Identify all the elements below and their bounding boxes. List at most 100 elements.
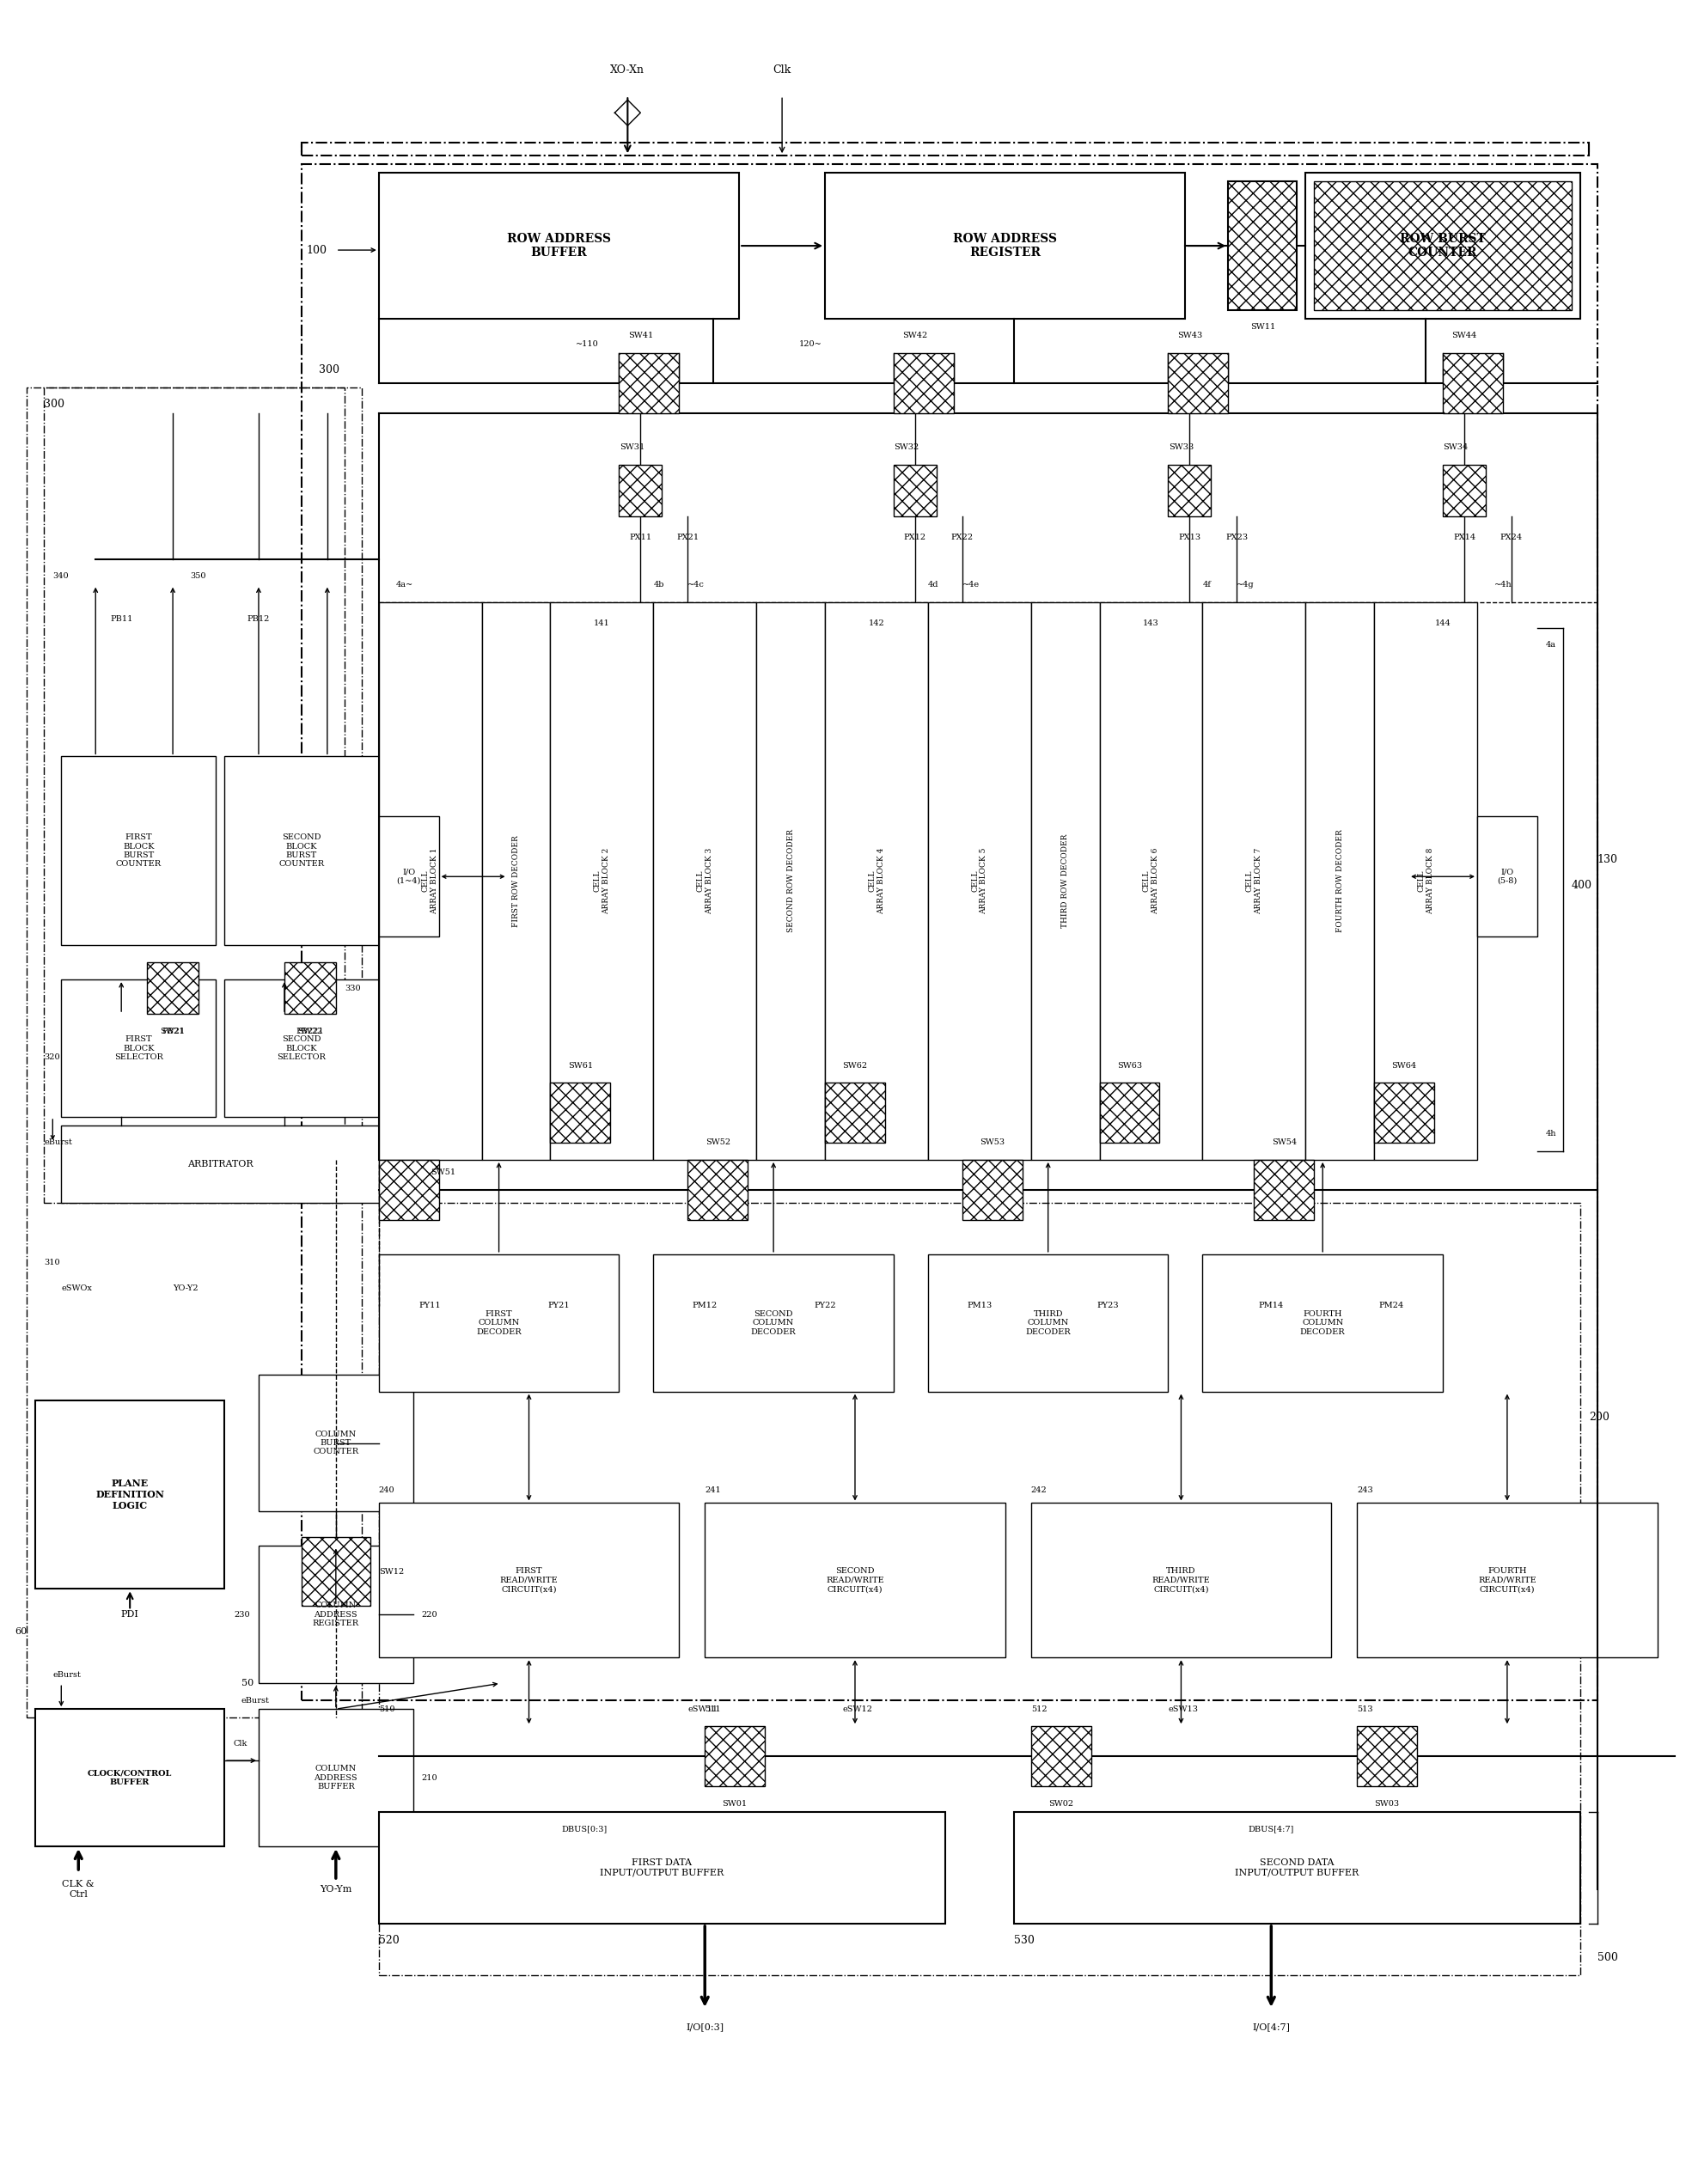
Text: PY22: PY22 xyxy=(814,1302,836,1310)
FancyBboxPatch shape xyxy=(619,465,662,515)
Text: 4h: 4h xyxy=(1546,1129,1557,1138)
Text: CLK &
Ctrl: CLK & Ctrl xyxy=(63,1880,95,1898)
Text: 510: 510 xyxy=(379,1706,394,1712)
FancyBboxPatch shape xyxy=(826,1083,885,1142)
Text: ROW BURST
COUNTER: ROW BURST COUNTER xyxy=(1399,234,1486,258)
Text: 210: 210 xyxy=(421,1773,438,1782)
Text: eSWOx: eSWOx xyxy=(61,1284,91,1293)
Text: 50: 50 xyxy=(242,1679,254,1688)
Text: FOURTH
COLUMN
DECODER: FOURTH COLUMN DECODER xyxy=(1299,1310,1345,1337)
Text: eBurst: eBurst xyxy=(52,1671,81,1679)
Text: SW52: SW52 xyxy=(706,1138,731,1147)
FancyBboxPatch shape xyxy=(1100,603,1203,1160)
Text: SW21: SW21 xyxy=(161,1026,186,1035)
Text: 242: 242 xyxy=(1030,1487,1047,1494)
Text: Clk: Clk xyxy=(773,63,792,76)
Text: 330: 330 xyxy=(345,985,360,992)
Text: I/O[4:7]: I/O[4:7] xyxy=(1252,2022,1289,2031)
Text: PY21: PY21 xyxy=(548,1302,570,1310)
Text: 4a: 4a xyxy=(1546,640,1557,649)
Text: THIRD
COLUMN
DECODER: THIRD COLUMN DECODER xyxy=(1025,1310,1071,1337)
FancyBboxPatch shape xyxy=(36,1710,225,1845)
Text: 400: 400 xyxy=(1572,880,1592,891)
FancyBboxPatch shape xyxy=(687,1160,748,1221)
Text: SECOND
READ/WRITE
CIRCUIT(x4): SECOND READ/WRITE CIRCUIT(x4) xyxy=(826,1568,885,1592)
FancyBboxPatch shape xyxy=(225,981,379,1116)
FancyBboxPatch shape xyxy=(963,1160,1022,1221)
Text: XO-Xn: XO-Xn xyxy=(611,63,645,76)
Text: COLUMN
ADDRESS
REGISTER: COLUMN ADDRESS REGISTER xyxy=(313,1601,359,1627)
Text: 300: 300 xyxy=(318,365,340,376)
Text: 4a~: 4a~ xyxy=(396,581,413,590)
Text: CELL
ARRAY BLOCK 7: CELL ARRAY BLOCK 7 xyxy=(1245,847,1262,915)
Text: Clk: Clk xyxy=(233,1738,247,1747)
FancyBboxPatch shape xyxy=(653,603,756,1160)
Text: CELL
ARRAY BLOCK 1: CELL ARRAY BLOCK 1 xyxy=(421,847,438,915)
Text: eBurst: eBurst xyxy=(44,1138,73,1147)
Text: I/O
(1~4): I/O (1~4) xyxy=(396,869,421,885)
FancyBboxPatch shape xyxy=(1374,1083,1435,1142)
Text: eBurst: eBurst xyxy=(242,1697,269,1704)
Text: eSW11: eSW11 xyxy=(687,1706,717,1712)
FancyBboxPatch shape xyxy=(1100,1083,1159,1142)
FancyBboxPatch shape xyxy=(1357,1725,1418,1787)
Text: COLUMN
ADDRESS
BUFFER: COLUMN ADDRESS BUFFER xyxy=(315,1765,357,1791)
Text: CELL
ARRAY BLOCK 5: CELL ARRAY BLOCK 5 xyxy=(971,847,988,915)
FancyBboxPatch shape xyxy=(893,465,937,515)
FancyBboxPatch shape xyxy=(1014,1813,1580,1924)
Text: SECOND ROW DECODER: SECOND ROW DECODER xyxy=(787,830,795,933)
Text: PB12: PB12 xyxy=(247,616,271,622)
Text: eSW13: eSW13 xyxy=(1167,1706,1198,1712)
Text: PM14: PM14 xyxy=(1259,1302,1284,1310)
FancyBboxPatch shape xyxy=(379,817,438,937)
FancyBboxPatch shape xyxy=(653,1254,893,1391)
Text: PY23: PY23 xyxy=(1096,1302,1118,1310)
Text: DBUS[0:3]: DBUS[0:3] xyxy=(562,1826,607,1832)
Text: PX12: PX12 xyxy=(904,533,926,542)
Text: CELL
ARRAY BLOCK 8: CELL ARRAY BLOCK 8 xyxy=(1418,847,1435,915)
Text: SW22: SW22 xyxy=(298,1026,323,1035)
Text: 511: 511 xyxy=(706,1706,721,1712)
Text: 320: 320 xyxy=(44,1053,61,1061)
Text: PX23: PX23 xyxy=(1225,533,1249,542)
FancyBboxPatch shape xyxy=(1374,603,1477,1160)
FancyBboxPatch shape xyxy=(259,1710,413,1845)
Text: ROW ADDRESS
BUFFER: ROW ADDRESS BUFFER xyxy=(508,234,611,258)
Text: SECOND
BLOCK
SELECTOR: SECOND BLOCK SELECTOR xyxy=(277,1035,327,1061)
Text: SECOND DATA
INPUT/OUTPUT BUFFER: SECOND DATA INPUT/OUTPUT BUFFER xyxy=(1235,1859,1359,1876)
FancyBboxPatch shape xyxy=(379,1160,438,1221)
Text: 120~: 120~ xyxy=(799,341,822,349)
Text: PX24: PX24 xyxy=(1501,533,1523,542)
FancyBboxPatch shape xyxy=(61,981,215,1116)
FancyBboxPatch shape xyxy=(1306,603,1374,1160)
Text: PY11: PY11 xyxy=(420,1302,442,1310)
Text: 520: 520 xyxy=(379,1935,399,1946)
Text: 512: 512 xyxy=(1030,1706,1047,1712)
Text: 200: 200 xyxy=(1589,1411,1609,1422)
FancyBboxPatch shape xyxy=(482,603,550,1160)
Text: 530: 530 xyxy=(1014,1935,1034,1946)
Text: SW01: SW01 xyxy=(722,1800,748,1808)
Text: 142: 142 xyxy=(868,620,885,627)
FancyBboxPatch shape xyxy=(1030,603,1100,1160)
Text: CELL
ARRAY BLOCK 4: CELL ARRAY BLOCK 4 xyxy=(868,847,885,915)
Text: 60: 60 xyxy=(15,1627,27,1636)
Text: SW63: SW63 xyxy=(1117,1061,1142,1070)
Text: 130: 130 xyxy=(1597,854,1618,865)
Text: SW54: SW54 xyxy=(1272,1138,1296,1147)
Text: 4b: 4b xyxy=(653,581,663,590)
FancyBboxPatch shape xyxy=(379,173,739,319)
FancyBboxPatch shape xyxy=(1443,354,1502,413)
FancyBboxPatch shape xyxy=(36,1400,225,1590)
Text: SW62: SW62 xyxy=(843,1061,868,1070)
FancyBboxPatch shape xyxy=(756,603,826,1160)
Text: CELL
ARRAY BLOCK 6: CELL ARRAY BLOCK 6 xyxy=(1142,847,1159,915)
Text: SW34: SW34 xyxy=(1443,443,1469,452)
Text: 4f: 4f xyxy=(1203,581,1211,590)
Text: 243: 243 xyxy=(1357,1487,1374,1494)
Text: 350: 350 xyxy=(190,572,206,581)
Text: FOURTH ROW DECODER: FOURTH ROW DECODER xyxy=(1337,830,1343,933)
Text: SW44: SW44 xyxy=(1452,332,1477,341)
Text: PB11: PB11 xyxy=(110,616,132,622)
Text: YO-Ym: YO-Ym xyxy=(320,1885,352,1894)
